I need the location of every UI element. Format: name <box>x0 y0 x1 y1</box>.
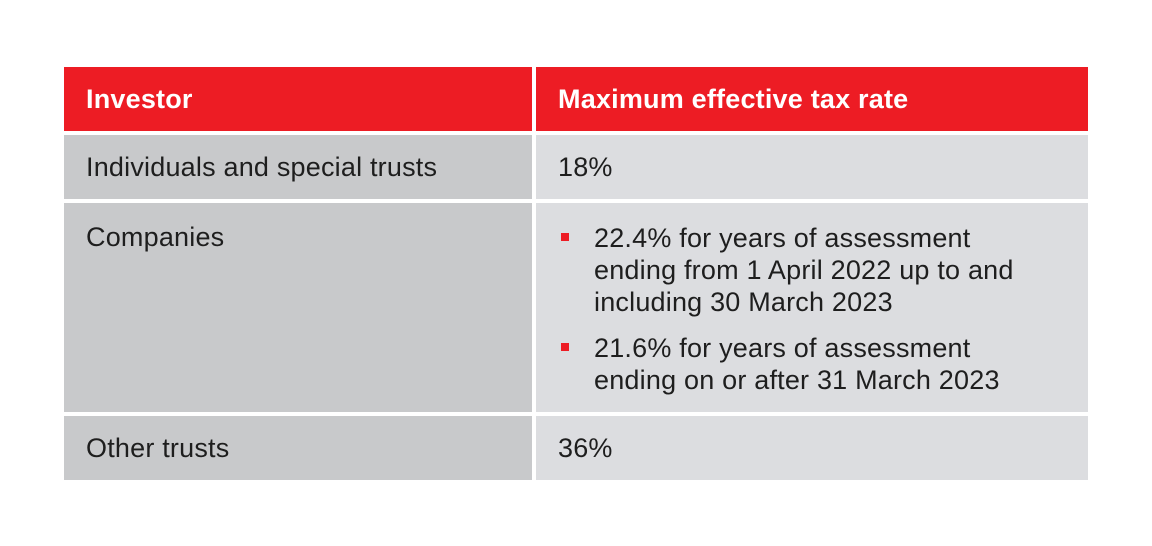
tax-rate-table: Investor Maximum effective tax rate Indi… <box>64 67 1088 480</box>
rate-cell: 22.4% for years of assessment ending fro… <box>536 203 1088 412</box>
investor-cell: Individuals and special trusts <box>64 135 532 199</box>
header-investor: Investor <box>64 67 532 131</box>
square-bullet-icon <box>561 343 569 351</box>
bullet-text-line: ending on or after 31 March 2023 <box>594 365 1000 395</box>
square-bullet-icon <box>561 233 569 241</box>
bullet-text-line: 22.4% for years of assessment <box>594 223 971 253</box>
rate-bullet-list: 22.4% for years of assessment ending fro… <box>558 222 1088 396</box>
bullet-item: 22.4% for years of assessment ending fro… <box>558 222 1088 318</box>
table-header-row: Investor Maximum effective tax rate <box>64 67 1088 131</box>
bullet-text-line: including 30 March 2023 <box>594 287 893 317</box>
investor-cell: Other trusts <box>64 416 532 480</box>
table-row: Companies 22.4% for years of assessment … <box>64 203 1088 412</box>
bullet-text-line: ending from 1 April 2022 up to and <box>594 255 1014 285</box>
header-max-effective-tax-rate: Maximum effective tax rate <box>536 67 1088 131</box>
rate-cell: 36% <box>536 416 1088 480</box>
table-row: Other trusts 36% <box>64 416 1088 480</box>
rate-cell: 18% <box>536 135 1088 199</box>
investor-cell: Companies <box>64 203 532 412</box>
bullet-text-line: 21.6% for years of assessment <box>594 333 971 363</box>
table-row: Individuals and special trusts 18% <box>64 135 1088 199</box>
bullet-item: 21.6% for years of assessment ending on … <box>558 332 1088 396</box>
